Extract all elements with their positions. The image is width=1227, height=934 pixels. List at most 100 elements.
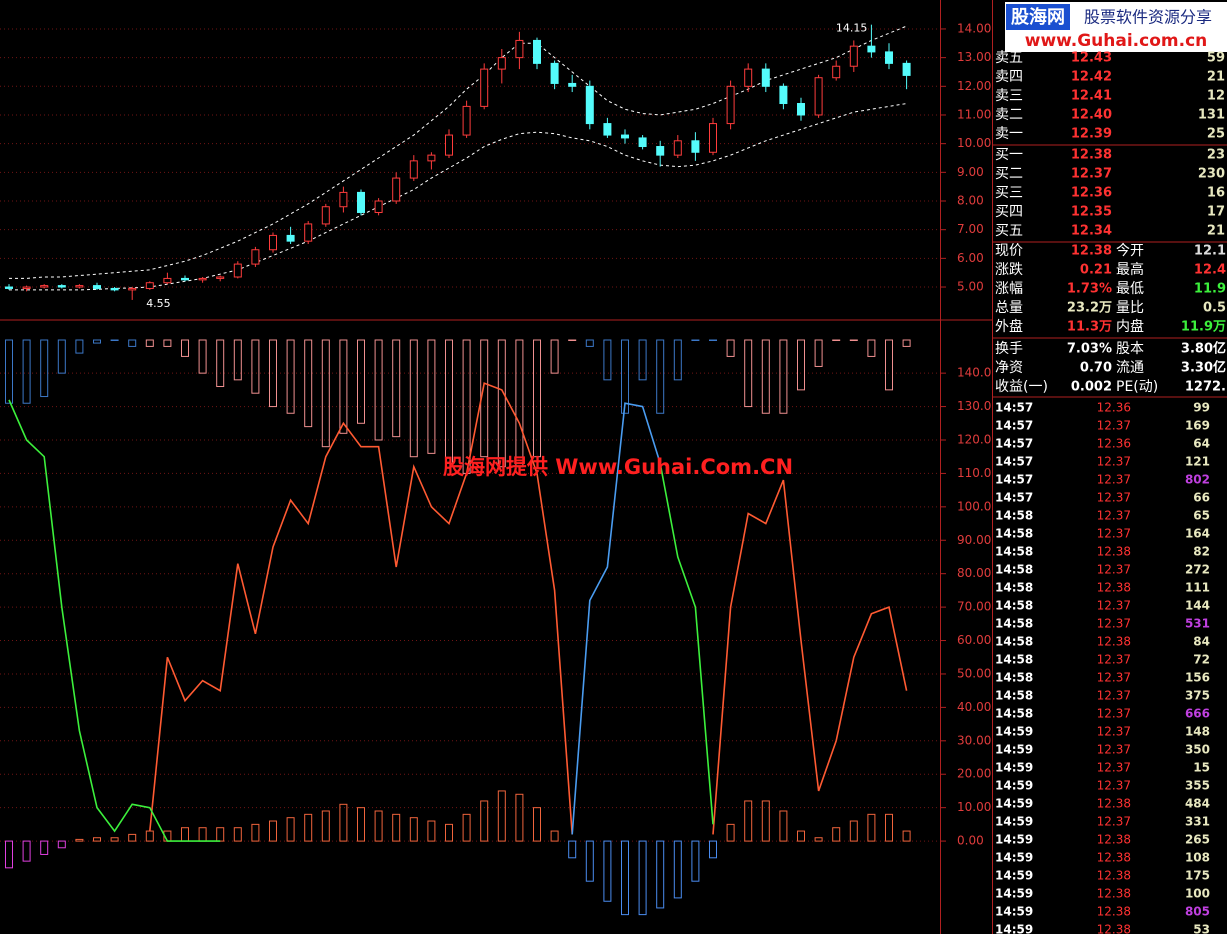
- top-bar: [57, 339, 66, 374]
- candle-body: [181, 277, 189, 281]
- stat-value: 1.73%: [1067, 282, 1112, 297]
- candle-body: [691, 140, 700, 153]
- histogram-bar: [568, 840, 577, 859]
- trade-price: 12.38: [1097, 797, 1131, 811]
- trade-price: 12.37: [1097, 473, 1131, 487]
- stat-label: 今开: [1116, 243, 1144, 259]
- trade-volume: 331: [1185, 815, 1210, 829]
- trade-volume: 108: [1185, 851, 1210, 865]
- trade-volume: 111: [1185, 581, 1210, 595]
- y-tick-label: 6.00: [957, 251, 984, 265]
- stat-value: 3.80亿: [1181, 341, 1226, 357]
- candle-body: [321, 206, 330, 225]
- top-bar: [832, 339, 841, 341]
- top-bar: [885, 339, 893, 391]
- candle-body: [145, 282, 154, 289]
- trade-price: 12.38: [1097, 833, 1131, 847]
- book-volume: 21: [1207, 70, 1225, 85]
- candle-body: [5, 286, 13, 289]
- trade-volume: 121: [1185, 455, 1210, 469]
- indicator-line: [8, 399, 221, 842]
- y-tick-label: 9.00: [957, 165, 984, 179]
- stat-value: 1272.: [1185, 380, 1226, 395]
- book-volume: 21: [1207, 224, 1225, 239]
- top-bar: [93, 339, 101, 344]
- histogram-bar: [110, 837, 119, 842]
- histogram-bar: [392, 813, 401, 842]
- candle-body: [603, 123, 612, 136]
- band-line: [9, 25, 907, 279]
- top-bar: [128, 339, 137, 347]
- top-bar: [709, 339, 717, 341]
- histogram-bar: [22, 840, 31, 862]
- histogram-bar: [304, 813, 313, 842]
- y-tick-label: 14.00: [957, 21, 991, 35]
- book-price: 12.41: [1071, 89, 1112, 104]
- histogram-bar: [709, 840, 717, 859]
- histogram-bar: [550, 830, 559, 842]
- candle-body: [339, 191, 348, 208]
- book-price: 12.39: [1071, 127, 1112, 142]
- trade-price: 12.37: [1097, 491, 1131, 505]
- stat-value: 23.2万: [1067, 301, 1112, 316]
- candle-body: [832, 65, 841, 79]
- trade-volume: 375: [1185, 689, 1210, 703]
- top-bar: [656, 339, 665, 414]
- trade-volume: 265: [1185, 833, 1210, 847]
- trade-volume: 802: [1185, 473, 1210, 487]
- book-price: 12.35: [1071, 205, 1112, 220]
- histogram-bar: [638, 840, 647, 916]
- top-bar: [181, 339, 189, 357]
- histogram-bar: [585, 840, 594, 882]
- trade-volume: 100: [1185, 887, 1210, 901]
- trade-volume: 66: [1193, 491, 1210, 505]
- trade-price: 12.38: [1097, 887, 1131, 901]
- book-volume: 25: [1207, 127, 1225, 142]
- y-tick-label: 0.00: [957, 834, 984, 848]
- top-bar: [761, 339, 770, 414]
- stat-label: 流通: [1116, 360, 1144, 376]
- book-label: 卖一: [995, 126, 1023, 142]
- top-bar: [216, 339, 225, 388]
- candle-body: [357, 191, 365, 213]
- y-tick-label: 5.00: [957, 280, 984, 294]
- candle-body: [374, 200, 383, 213]
- histogram-bar: [744, 800, 753, 842]
- candle-body: [93, 285, 101, 289]
- book-price: 12.42: [1071, 70, 1112, 85]
- trade-price: 12.37: [1097, 689, 1131, 703]
- logo-url: www.Guhai.com.cn: [1025, 31, 1208, 51]
- candle-body: [286, 234, 295, 242]
- top-bar: [286, 339, 295, 414]
- top-bar: [550, 339, 559, 374]
- book-price: 12.38: [1071, 148, 1112, 163]
- histogram-bar: [286, 817, 295, 842]
- top-bar: [374, 339, 383, 441]
- histogram-bar: [251, 823, 260, 842]
- trade-price: 12.37: [1097, 815, 1131, 829]
- top-bar: [40, 339, 49, 398]
- histogram-bar: [128, 833, 137, 842]
- book-price: 12.43: [1071, 51, 1112, 66]
- y-tick-label: 120.0: [957, 432, 991, 446]
- candle-body: [814, 77, 823, 116]
- top-bar: [867, 339, 876, 357]
- trade-price: 12.38: [1097, 635, 1131, 649]
- trade-volume: 99: [1193, 401, 1210, 415]
- y-tick-label: 20.00: [957, 767, 991, 781]
- trade-volume: 82: [1193, 545, 1210, 559]
- book-label: 买五: [995, 223, 1023, 239]
- trade-time: 14:58: [995, 653, 1033, 667]
- candle-body: [673, 140, 682, 156]
- top-bar: [321, 339, 330, 448]
- book-price: 12.40: [1071, 108, 1112, 123]
- histogram-bar: [40, 840, 49, 855]
- trade-volume: 15: [1193, 761, 1210, 775]
- trade-time: 14:58: [995, 527, 1033, 541]
- candle-body: [198, 277, 207, 281]
- candle-body: [22, 286, 31, 289]
- histogram-bar: [75, 838, 84, 842]
- candle-body: [585, 85, 594, 125]
